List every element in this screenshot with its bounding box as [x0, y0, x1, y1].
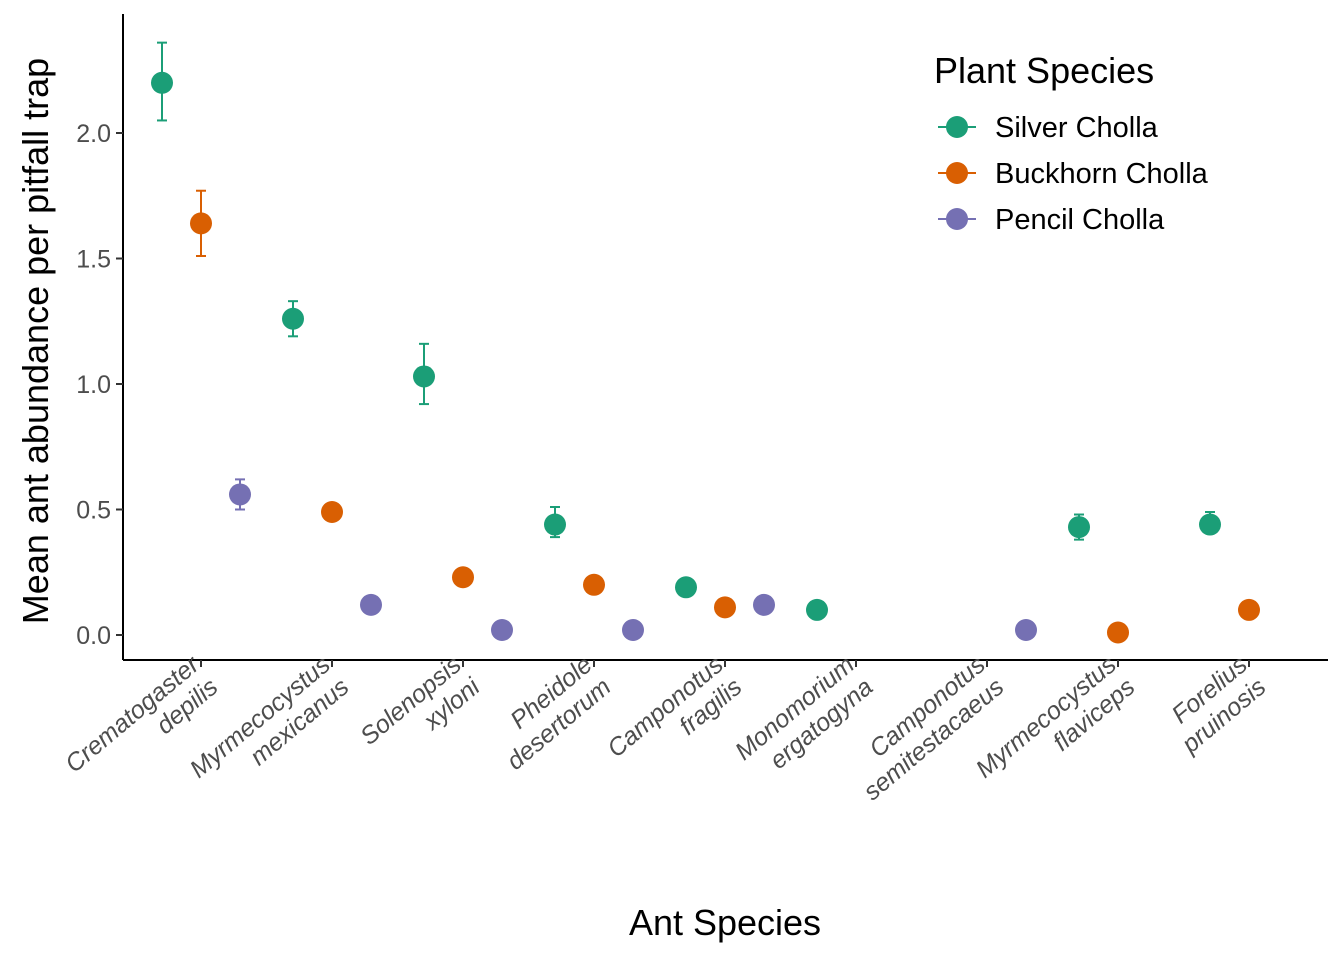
legend-item: Buckhorn Cholla — [938, 158, 1209, 190]
data-point — [321, 501, 343, 524]
legend-label: Pencil Cholla — [995, 204, 1165, 236]
data-point — [452, 566, 474, 589]
x-tick-label: Camponotussemitestacaeus — [840, 651, 1010, 806]
data-point — [622, 618, 644, 641]
series-silver-cholla — [151, 41, 1221, 621]
legend-title: Plant Species — [934, 50, 1154, 91]
data-point — [413, 365, 435, 388]
series-buckhorn-cholla — [190, 189, 1260, 644]
legend: Plant Species Silver Cholla Buckhorn Chol… — [934, 50, 1209, 236]
data-point — [583, 573, 605, 596]
x-tick-label: Pheidoledesertorum — [483, 651, 617, 776]
data-point — [1068, 516, 1090, 539]
x-tick-label: Foreliuspruinosis — [1157, 651, 1271, 760]
data-point — [675, 576, 697, 599]
data-point — [753, 593, 775, 616]
legend-key-point — [946, 208, 968, 230]
x-tick-label: Monomoriumergatogyna — [730, 651, 878, 788]
x-axis: CrematogasterdepilisMyrmecocystusmexican… — [60, 650, 1328, 806]
x-axis-title: Ant Species — [629, 902, 821, 943]
x-tick-label: Camponotusfragilis — [602, 651, 747, 786]
data-point — [282, 307, 304, 330]
data-point — [544, 513, 566, 536]
y-axis: 0.0 0.5 1.0 1.5 2.0 — [76, 14, 124, 660]
y-tick-label: 0.0 — [76, 622, 111, 650]
y-tick-label: 0.5 — [76, 497, 111, 525]
data-point — [190, 212, 212, 235]
series-pencil-cholla — [229, 478, 1037, 641]
x-tick-label: Myrmecocystusflaviceps — [971, 651, 1141, 806]
data-point — [151, 71, 173, 94]
data-point — [1199, 513, 1221, 536]
data-point — [714, 596, 736, 619]
y-tick-label: 1.0 — [76, 371, 111, 399]
data-point — [1107, 621, 1129, 644]
y-tick-label: 1.5 — [76, 246, 111, 274]
data-point — [491, 618, 513, 641]
data-point — [1238, 598, 1260, 621]
data-point — [806, 598, 828, 621]
x-tick-label: Myrmecocystusmexicanus — [185, 651, 355, 806]
data-marks — [151, 41, 1260, 644]
y-axis-title: Mean ant abundance per pitfall trap — [15, 58, 56, 624]
y-tick-label: 2.0 — [76, 120, 111, 148]
legend-key-point — [946, 162, 968, 184]
data-point — [1015, 618, 1037, 641]
x-tick-label: Solenopsisxyloni — [355, 650, 486, 773]
legend-item: Silver Cholla — [938, 112, 1159, 144]
data-point — [360, 593, 382, 616]
legend-label: Silver Cholla — [995, 112, 1159, 144]
legend-key-point — [946, 116, 968, 138]
legend-item: Pencil Cholla — [938, 204, 1165, 236]
data-point — [229, 483, 251, 506]
legend-label: Buckhorn Cholla — [995, 158, 1209, 190]
